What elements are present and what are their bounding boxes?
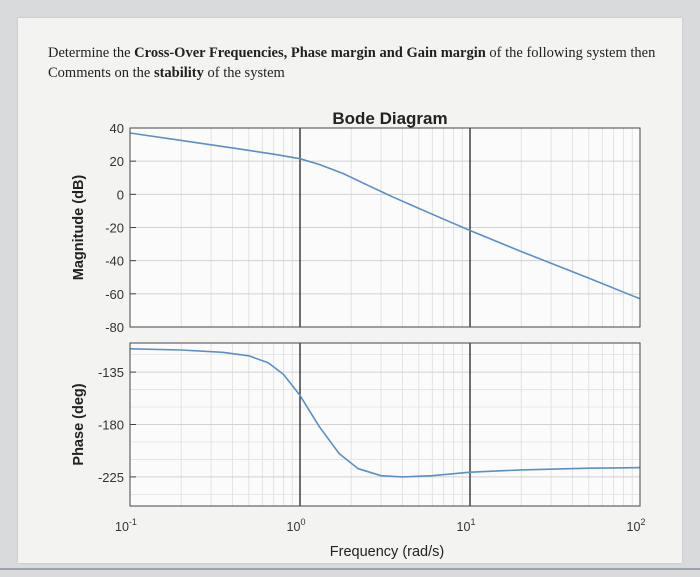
magnitude-tick-label-y: -80 [105, 320, 124, 335]
x-tick-exponent: 2 [640, 517, 645, 527]
magnitude-tick-label-y: 0 [117, 187, 124, 202]
phase-curve [129, 348, 641, 478]
magnitude-ylabel: Magnitude (dB) [71, 175, 87, 281]
question-bold-terms: Cross-Over Frequencies, Phase margin and… [134, 45, 486, 61]
chart-title: Bode Diagram [332, 109, 447, 128]
x-tick-base: 10 [287, 520, 301, 534]
x-tick-label: 102 [627, 517, 646, 534]
x-tick-label: 101 [457, 517, 476, 534]
magnitude-frame [129, 127, 641, 328]
x-tick-label: 100 [287, 517, 306, 534]
magnitude-tick-label-y: -20 [105, 221, 124, 236]
phase-frame [129, 342, 641, 507]
question-part2: of the following system then Comments on… [48, 45, 656, 81]
x-tick-exponent: 0 [300, 517, 305, 527]
phase-tick-label-y: -180 [98, 418, 124, 433]
magnitude-tick-label-y: -40 [105, 254, 124, 269]
x-tick-exponent: -1 [129, 517, 137, 527]
magnitude-tick-label-y: 20 [110, 154, 124, 169]
bottom-divider [0, 568, 700, 570]
magnitude-tick-label-y: 40 [110, 121, 124, 136]
x-tick-base: 10 [627, 520, 641, 534]
x-tick-base: 10 [115, 520, 129, 534]
question-part1: Determine the [48, 45, 135, 61]
x-tick-exponent: 1 [470, 517, 475, 527]
question-text: Determine the Cross-Over Frequencies, Ph… [48, 43, 658, 83]
question-part3: of the system [203, 65, 285, 81]
magnitude-curve [129, 132, 641, 300]
phase-tick-label-y: -135 [98, 365, 124, 380]
chart-xlabel: Frequency (rad/s) [330, 544, 444, 560]
x-tick-base: 10 [457, 520, 471, 534]
x-tick-label: 10-1 [115, 517, 137, 534]
phase-ylabel: Phase (deg) [71, 383, 87, 465]
phase-tick-label-y: -225 [98, 470, 124, 485]
question-bold-stability: stability [153, 65, 204, 81]
magnitude-tick-label-y: -60 [105, 287, 124, 302]
